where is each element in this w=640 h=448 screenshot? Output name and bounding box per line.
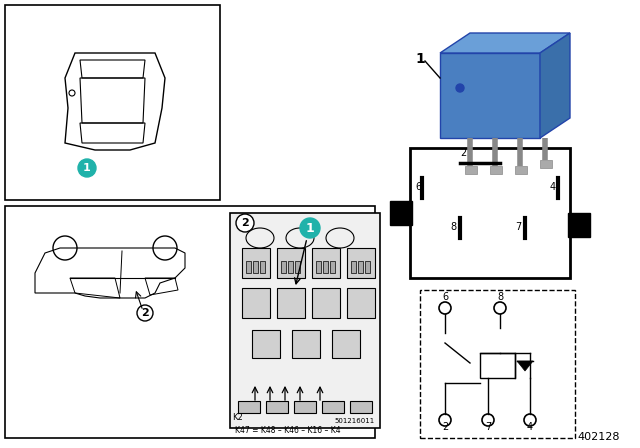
- Bar: [490, 166, 502, 174]
- Bar: [312, 288, 340, 318]
- Bar: [347, 288, 375, 318]
- Bar: [390, 201, 412, 225]
- Text: 2: 2: [141, 308, 149, 318]
- Circle shape: [494, 302, 506, 314]
- Circle shape: [456, 84, 464, 92]
- Text: 7: 7: [515, 222, 521, 232]
- Text: 2: 2: [442, 422, 448, 432]
- Bar: [312, 248, 340, 278]
- Bar: [540, 160, 552, 168]
- Text: 6: 6: [442, 292, 448, 302]
- Circle shape: [137, 305, 153, 321]
- Bar: [253, 261, 258, 273]
- Circle shape: [78, 159, 96, 177]
- Bar: [252, 330, 280, 358]
- Bar: [230, 213, 380, 428]
- Bar: [238, 401, 260, 413]
- Circle shape: [439, 302, 451, 314]
- Text: 2: 2: [460, 148, 467, 158]
- Text: K47 = K48 – K46 – K16 – K4: K47 = K48 – K46 – K16 – K4: [235, 426, 340, 435]
- Bar: [568, 213, 590, 237]
- Polygon shape: [517, 361, 533, 371]
- Text: 4: 4: [550, 182, 556, 192]
- Bar: [294, 401, 316, 413]
- Bar: [347, 248, 375, 278]
- Bar: [281, 261, 286, 273]
- Bar: [316, 261, 321, 273]
- Bar: [515, 166, 527, 174]
- Bar: [350, 401, 372, 413]
- Polygon shape: [540, 33, 570, 138]
- Bar: [410, 148, 570, 278]
- Bar: [358, 261, 363, 273]
- Text: 2: 2: [241, 218, 249, 228]
- Bar: [5, 5, 220, 200]
- Bar: [266, 401, 288, 413]
- Text: 501216011: 501216011: [335, 418, 375, 424]
- Text: 6: 6: [415, 182, 421, 192]
- Bar: [330, 261, 335, 273]
- Bar: [332, 330, 360, 358]
- Bar: [292, 330, 320, 358]
- Text: 1: 1: [415, 52, 425, 66]
- Bar: [246, 261, 251, 273]
- Bar: [440, 53, 540, 138]
- Bar: [277, 288, 305, 318]
- Bar: [323, 261, 328, 273]
- Bar: [365, 261, 370, 273]
- Text: K2: K2: [232, 413, 243, 422]
- Bar: [351, 261, 356, 273]
- Text: 402128: 402128: [577, 432, 620, 442]
- Text: 8: 8: [450, 222, 456, 232]
- Circle shape: [482, 414, 494, 426]
- Text: 1: 1: [83, 163, 91, 173]
- Bar: [277, 248, 305, 278]
- Text: 4: 4: [527, 422, 533, 432]
- Circle shape: [524, 414, 536, 426]
- Polygon shape: [440, 33, 570, 53]
- Circle shape: [439, 414, 451, 426]
- Bar: [260, 261, 265, 273]
- Circle shape: [300, 218, 320, 238]
- Bar: [242, 288, 270, 318]
- Text: 8: 8: [497, 292, 503, 302]
- Bar: [465, 166, 477, 174]
- Text: 1: 1: [306, 221, 314, 234]
- Bar: [420, 290, 575, 438]
- Bar: [288, 261, 293, 273]
- Bar: [480, 353, 515, 378]
- Bar: [295, 261, 300, 273]
- Text: 7: 7: [485, 422, 491, 432]
- Bar: [5, 206, 375, 438]
- Bar: [242, 248, 270, 278]
- Circle shape: [236, 214, 254, 232]
- Bar: [322, 401, 344, 413]
